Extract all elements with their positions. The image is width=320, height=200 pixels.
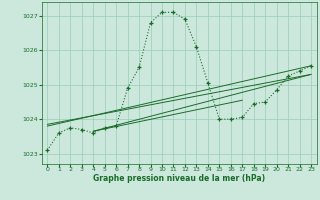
X-axis label: Graphe pression niveau de la mer (hPa): Graphe pression niveau de la mer (hPa) (93, 174, 265, 183)
